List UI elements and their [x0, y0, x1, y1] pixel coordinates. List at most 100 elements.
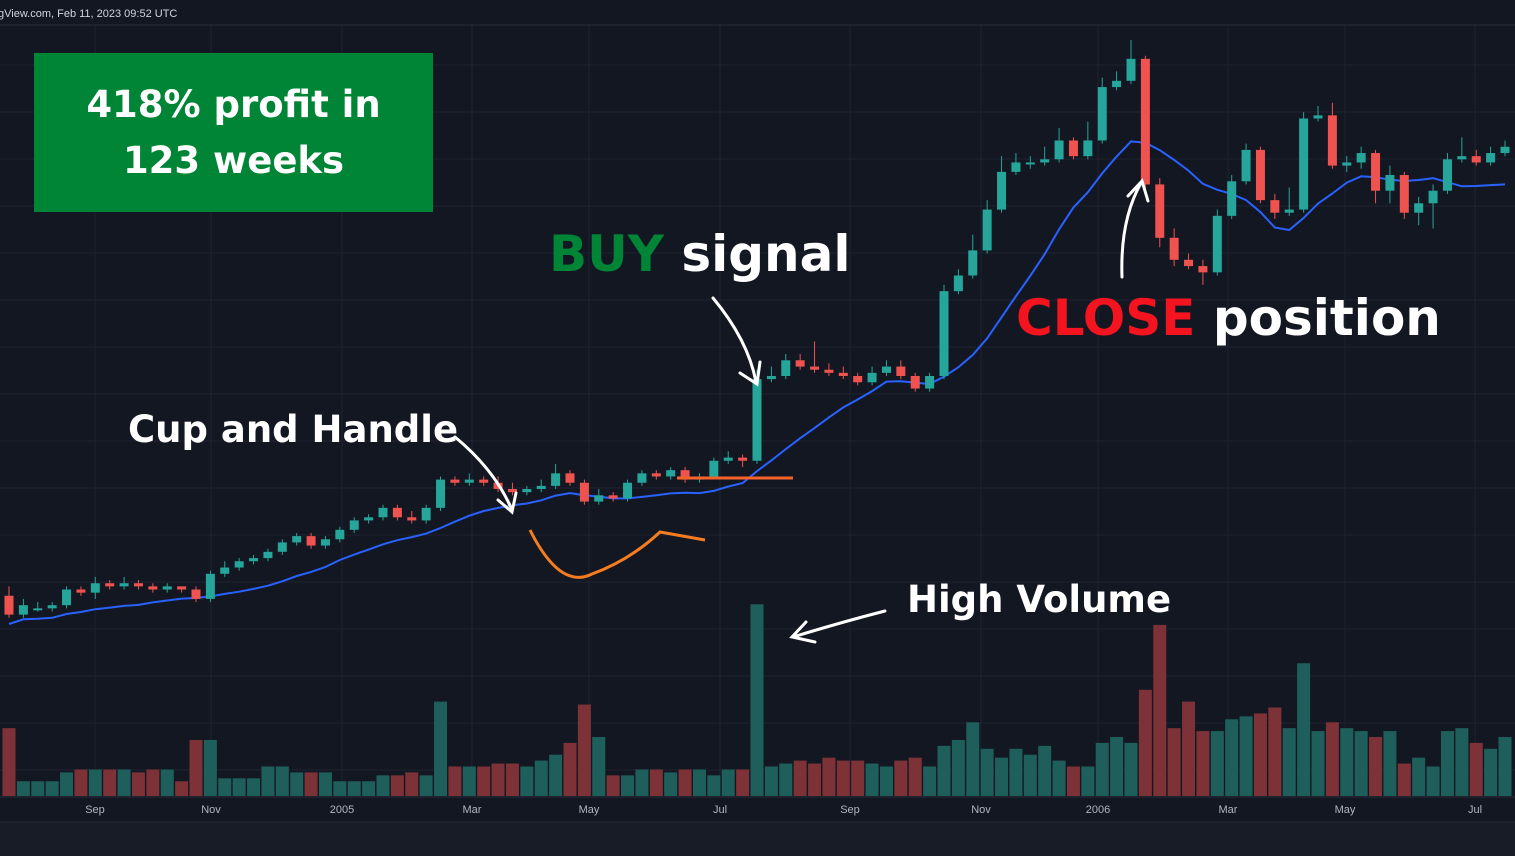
candle	[623, 479, 633, 502]
candle	[90, 576, 100, 599]
candle	[1054, 127, 1064, 163]
candle-body	[263, 551, 273, 559]
candle	[651, 470, 661, 480]
candle-body	[105, 583, 115, 587]
volume-bar	[60, 772, 74, 796]
candle	[1399, 171, 1409, 219]
candle-body	[1442, 159, 1452, 191]
volume-bar	[117, 769, 131, 796]
cup-handle-label: Cup and Handle	[128, 408, 458, 451]
candle-body	[1241, 149, 1251, 182]
candle-body	[810, 366, 820, 370]
buy-signal-label: BUY signal	[549, 225, 851, 283]
profit-line-1: 418% profit in	[86, 82, 381, 126]
candle-body	[76, 589, 86, 593]
volume-bar	[103, 769, 117, 796]
candle	[407, 511, 417, 524]
candle	[220, 561, 230, 577]
volume-bar	[45, 781, 59, 796]
volume-bar	[808, 763, 822, 796]
candle	[853, 372, 863, 386]
volume-bar	[146, 769, 160, 796]
volume-bar	[1297, 663, 1311, 796]
volume-bar	[318, 772, 332, 796]
candle-body	[1299, 118, 1309, 210]
volume-bar	[1253, 713, 1267, 796]
candle	[1184, 253, 1194, 270]
candle-body	[1270, 200, 1280, 213]
candle	[637, 470, 647, 486]
volume-bar	[1340, 728, 1354, 796]
candle	[1212, 209, 1222, 276]
candle-body	[407, 517, 417, 521]
candle	[968, 234, 978, 279]
candle-body	[133, 583, 143, 587]
volume-bar	[851, 760, 865, 796]
volume-bar	[764, 766, 778, 796]
candle	[306, 532, 316, 549]
candle	[1068, 137, 1078, 160]
candle	[551, 463, 561, 490]
candle	[680, 467, 690, 483]
candle-body	[349, 520, 359, 530]
candle	[249, 554, 259, 565]
candle-body	[1227, 181, 1237, 216]
candle-body	[680, 470, 690, 480]
volume-bar	[2, 728, 16, 796]
candle	[18, 598, 28, 618]
volume-bar	[750, 604, 764, 796]
candlesticks	[4, 40, 1510, 618]
candle	[1169, 228, 1179, 267]
candle	[1011, 153, 1021, 176]
candle-body	[1356, 153, 1366, 163]
candle	[392, 504, 402, 521]
candle-body	[277, 542, 287, 552]
candle-body	[392, 507, 402, 518]
candle-body	[421, 507, 431, 521]
candle-body	[1169, 237, 1179, 260]
volume-bar	[621, 775, 635, 796]
candle	[1198, 259, 1208, 285]
profit-summary-box: 418% profit in 123 weeks	[34, 53, 433, 212]
candle	[1471, 149, 1481, 166]
candle-body	[939, 291, 949, 376]
candle-body	[378, 507, 388, 518]
candle	[896, 360, 906, 380]
candle	[810, 341, 820, 373]
candle	[1140, 55, 1150, 191]
candle-body	[1126, 58, 1136, 81]
candle	[1126, 40, 1136, 84]
bottom-toolbar	[0, 823, 1515, 856]
position-word: position	[1195, 289, 1440, 347]
volume-bar	[980, 748, 994, 796]
candle-body	[450, 479, 460, 483]
candle-body	[651, 473, 661, 477]
arrow-close-position	[1120, 178, 1150, 279]
candle-body	[479, 479, 489, 483]
candle-body	[1198, 266, 1208, 273]
candle-body	[925, 375, 935, 389]
candle-body	[234, 561, 244, 568]
candle	[910, 372, 920, 392]
candle-body	[709, 460, 719, 477]
candle	[1241, 143, 1251, 185]
candle-body	[637, 473, 647, 483]
candle	[1327, 102, 1337, 169]
candle	[723, 451, 733, 464]
candle-body	[364, 517, 374, 521]
volume-bar	[1182, 701, 1196, 796]
volume-bar	[1225, 719, 1239, 796]
candle-body	[982, 209, 992, 251]
candle	[263, 548, 273, 562]
moving-average-line	[8, 140, 1506, 625]
volume-bar	[1426, 766, 1440, 796]
x-tick-label: Sep	[85, 804, 105, 816]
volume-bar	[1167, 728, 1181, 796]
candle	[1025, 156, 1035, 169]
volume-bar	[721, 769, 735, 796]
candle	[47, 602, 57, 612]
volume-bar	[333, 781, 347, 796]
volume-bar	[1239, 716, 1253, 796]
candle-body	[1212, 215, 1222, 273]
arrow-cup-handle	[453, 435, 518, 515]
